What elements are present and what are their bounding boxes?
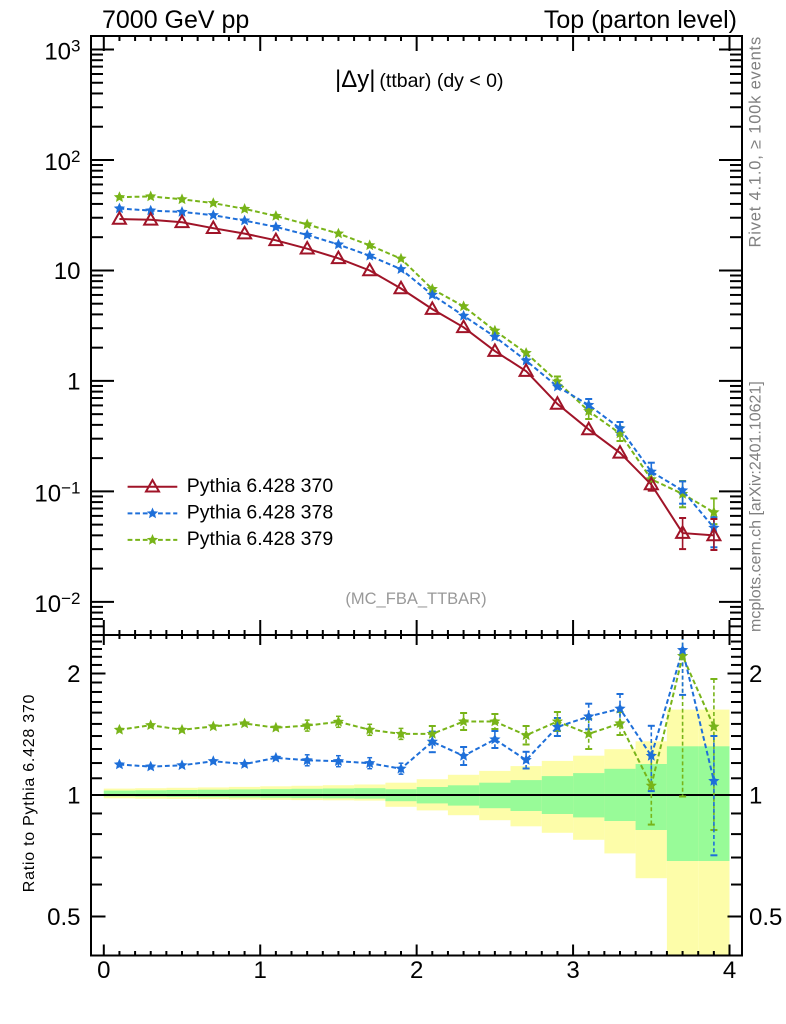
svg-text:0.5: 0.5 [749,904,782,931]
svg-text:mcplots.cern.ch [arXiv:2401.10: mcplots.cern.ch [arXiv:2401.10621] [748,381,765,632]
svg-text:(MC_FBA_TTBAR): (MC_FBA_TTBAR) [345,590,486,608]
svg-text:0.5: 0.5 [47,904,80,931]
svg-text:3: 3 [566,957,579,984]
svg-text:10: 10 [54,258,81,285]
svg-text:1: 1 [67,368,80,395]
svg-text:0: 0 [97,957,110,984]
svg-text:1: 1 [749,783,762,810]
svg-text:Pythia 6.428 378: Pythia 6.428 378 [187,501,333,523]
svg-text:2: 2 [67,661,80,688]
svg-text:1: 1 [254,957,267,984]
svg-text:Rivet 4.1.0, ≥ 100k events: Rivet 4.1.0, ≥ 100k events [747,36,765,247]
svg-text:Pythia 6.428 379: Pythia 6.428 379 [187,528,333,550]
svg-text:Top (parton level): Top (parton level) [544,6,737,34]
svg-text:|Δy| (ttbar) (dy < 0): |Δy| (ttbar) (dy < 0) [335,66,503,93]
svg-text:4: 4 [723,957,736,984]
svg-text:7000 GeV pp: 7000 GeV pp [102,6,249,34]
svg-text:1: 1 [67,783,80,810]
svg-text:2: 2 [749,661,762,688]
svg-text:2: 2 [410,957,423,984]
svg-text:Ratio to Pythia 6.428 370: Ratio to Pythia 6.428 370 [21,694,38,892]
svg-text:Pythia 6.428 370: Pythia 6.428 370 [187,475,334,497]
